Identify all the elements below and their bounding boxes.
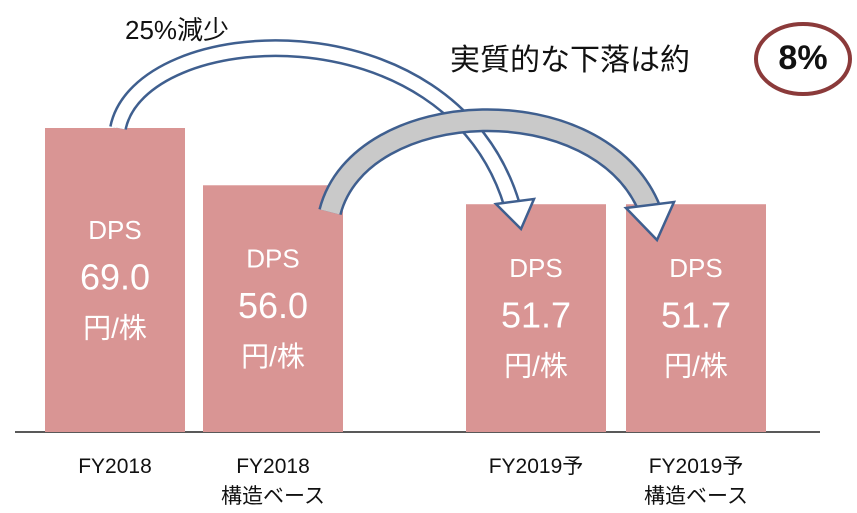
x-tick-label: FY2018 [78,455,152,478]
bar-unit: 円/株 [504,351,568,382]
value-label: 69.0 [80,257,150,298]
bar [203,185,343,432]
annotation: 25%減少 [125,15,229,45]
bar [45,128,185,432]
arrow-2 [318,108,677,243]
annotation: 8% [778,39,827,77]
bar [626,204,766,432]
x-tick-label: FY2018 構造ベース [221,455,325,508]
value-label: 51.7 [661,295,731,336]
bars [45,128,766,432]
x-tick-label: FY2019予 構造ベース [644,455,748,508]
bar-prefix: DPS [509,253,562,283]
bar-unit: 円/株 [664,351,728,382]
bar-unit: 円/株 [241,341,305,372]
bar-unit: 円/株 [83,312,147,343]
bar [466,204,606,432]
annotation: 実質的な下落は約 [450,44,690,77]
bar-prefix: DPS [88,215,141,245]
x-tick-label: FY2019予 [488,455,584,478]
value-label: 56.0 [238,285,308,326]
bar-prefix: DPS [246,244,299,274]
highlight-circle [754,22,852,96]
value-label: 51.7 [501,295,571,336]
bar-prefix: DPS [669,253,722,283]
